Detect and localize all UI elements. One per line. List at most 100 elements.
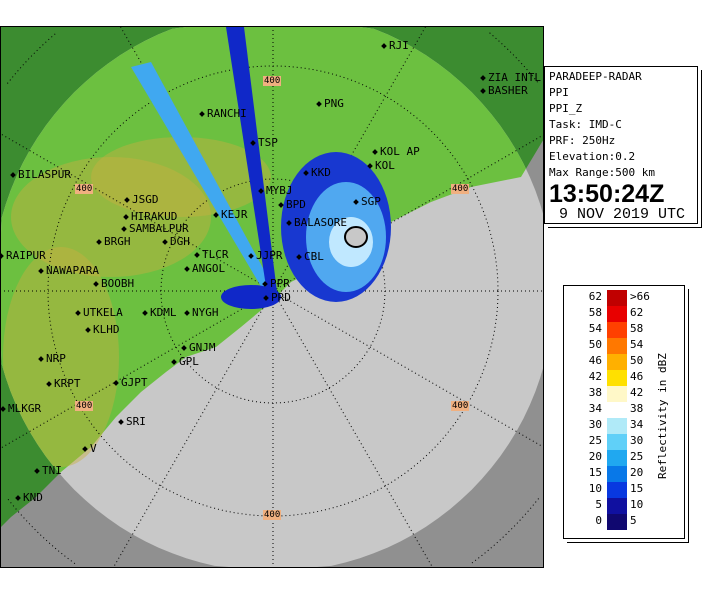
place-label: KND [15,492,43,503]
station-name: PARADEEP-RADAR [549,70,642,83]
place-label: RANCHI [199,107,247,120]
legend-title: Reflectivity in dBZ [656,353,669,479]
place-label: PPR [262,278,290,289]
bin-high: 62 [630,306,644,319]
place-name: BILASPUR [18,168,71,181]
bin-swatch [607,514,627,530]
place-name: KDML [150,306,177,319]
place-name: ANGOL [192,262,226,275]
place-name: KOL AP [380,145,420,158]
place-name: TLCR [202,248,229,261]
place-marker-icon [10,172,16,178]
bin-swatch [607,466,627,482]
place-marker-icon [316,101,322,107]
place-label: V [82,442,97,455]
place-name: UTKELA [83,306,123,319]
place-marker-icon [93,281,99,287]
place-marker-icon [184,310,190,316]
place-label: DGH [162,236,190,247]
place-label: KRPT [46,378,81,389]
legend-bin: 5 10 [564,498,644,514]
hill-terrain [3,247,119,467]
bin-swatch [607,290,627,306]
place-name: NAWAPARA [46,264,99,277]
place-label: NYGH [184,306,219,319]
scan-date: 9 NOV 2019 UTC [559,206,686,223]
place-marker-icon [248,253,254,259]
radial-spoke [272,290,543,448]
place-name: JJPR [256,249,283,262]
place-label: CBL [296,251,324,262]
bin-swatch [607,498,627,514]
place-label: BALASORE [286,217,347,228]
bin-high: 54 [630,338,644,351]
radial-spoke [1,290,274,449]
place-marker-icon [38,268,44,274]
place-name: GPL [179,355,199,368]
legend-bin: 62 >66 [564,290,650,306]
place-marker-icon [46,381,52,387]
legend-bin: 15 20 [564,466,644,482]
place-marker-icon [296,254,302,260]
place-name: V [90,442,97,455]
place-marker-icon [85,327,91,333]
bin-swatch [607,322,627,338]
legend-bin: 20 25 [564,450,644,466]
place-marker-icon [381,43,387,49]
place-label: JJPR [248,249,283,262]
place-label: TSP [250,137,278,148]
place-label: BPD [278,198,306,211]
range-label: 400 [263,510,282,520]
bin-low: 10 [588,482,602,495]
range-label: 400 [263,76,282,86]
place-label: MYBJ [258,185,293,196]
place-name: SAMBALPUR [129,222,189,235]
place-name: PNG [324,97,344,110]
place-marker-icon [184,266,190,272]
prf: PRF: 250Hz [549,134,616,147]
place-label: KLHD [85,324,120,335]
coastal-echo [221,285,281,309]
place-marker-icon [372,149,378,155]
bin-low: 38 [588,386,602,399]
bin-swatch [607,338,627,354]
place-marker-icon [353,199,359,205]
place-label: GNJM [181,342,216,353]
place-label: HIRAKUD [123,211,177,222]
place-label: SAMBALPUR [121,222,189,235]
place-label: SRI [118,416,146,427]
place-marker-icon [82,446,88,452]
place-marker-icon [1,253,4,259]
bin-high: 38 [630,402,644,415]
place-label: PRD [263,291,291,304]
bin-low: 5 [595,498,602,511]
place-name: PRD [271,291,291,304]
task: Task: IMD-C [549,118,622,131]
place-marker-icon [1,406,6,412]
place-label: RAIPUR [1,250,46,261]
place-marker-icon [367,163,373,169]
place-label: ZIA INTL [480,72,541,83]
legend-bin: 42 46 [564,370,644,386]
place-name: BPD [286,198,306,211]
hill-terrain [11,157,211,277]
bin-high: 15 [630,482,644,495]
place-name: NYGH [192,306,219,319]
place-name: RJI [389,39,409,52]
bin-swatch [607,370,627,386]
bin-high: 34 [630,418,644,431]
product: PPI [549,86,569,99]
bin-low: 58 [588,306,602,319]
bin-high: 20 [630,466,644,479]
hill-terrain [91,137,271,217]
place-name: RANCHI [207,107,247,120]
legend-bin: 58 62 [564,306,644,322]
bin-high: 30 [630,434,644,447]
range-label: 400 [75,184,94,194]
place-marker-icon [213,212,219,218]
bin-low: 25 [588,434,602,447]
scan-time: 13:50:24Z [549,180,665,208]
place-label: KOL [367,160,395,171]
bin-high: 46 [630,370,644,383]
